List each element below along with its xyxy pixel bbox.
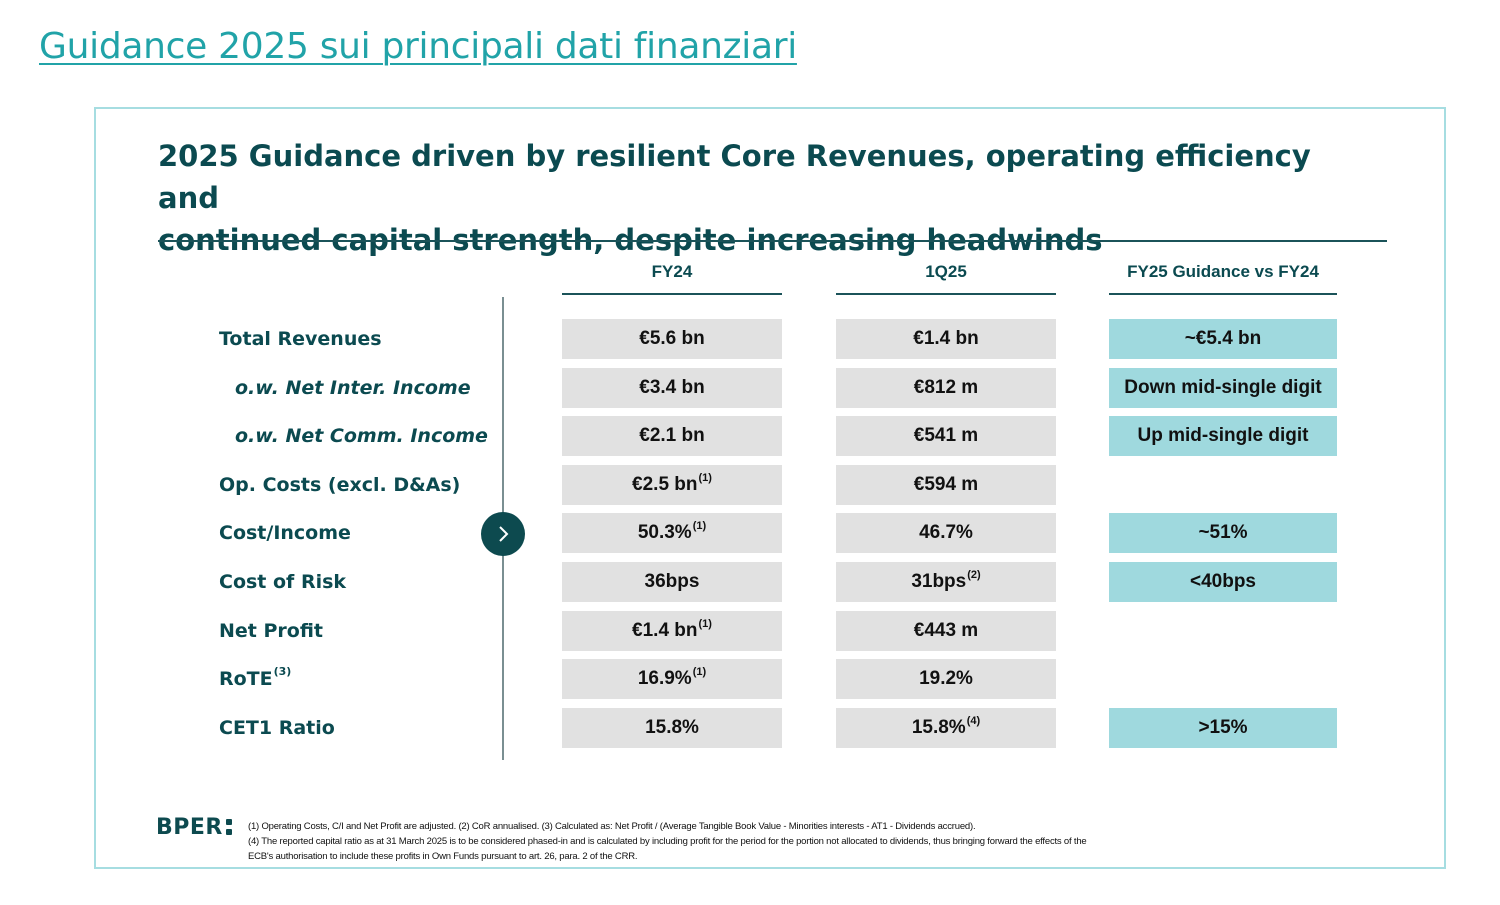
cell-fy24: 16.9%(1) [562, 659, 782, 699]
cell-1q25: 31bps(2) [836, 562, 1056, 602]
cell-value: Cost of Risk [219, 571, 347, 593]
cell-fy24: 36bps [562, 562, 782, 602]
slide-heading: 2025 Guidance driven by resilient Core R… [158, 135, 1318, 261]
cell-1q25: 19.2% [836, 659, 1056, 699]
logo-dots [225, 816, 232, 836]
cell-value: Total Revenues [219, 328, 382, 350]
cell-value: 31bps [911, 571, 967, 592]
cell-value: 46.7% [919, 522, 973, 543]
row-label: Cost/Income [219, 513, 351, 553]
footnote-ref: (1) [692, 520, 707, 532]
cell-value: €594 m [913, 474, 979, 495]
cell-value: ~51% [1198, 522, 1248, 543]
cell-value: Cost/Income [219, 522, 351, 544]
row-label: o.w. Net Inter. Income [235, 368, 471, 408]
footnote-ref: (2) [967, 569, 981, 581]
cell-value: Down mid-single digit [1124, 377, 1322, 398]
cell-value: 50.3% [637, 522, 692, 543]
cell-value: €3.4 bn [639, 377, 705, 398]
row-label: Op. Costs (excl. D&As) [219, 465, 460, 505]
cell-fy25-guidance: ~51% [1109, 513, 1337, 553]
column-header-fy25-guidance: FY25 Guidance vs FY24 [1109, 259, 1337, 295]
bper-logo: BPER [156, 815, 232, 840]
cell-fy25-guidance: >15% [1109, 708, 1337, 748]
cell-1q25: €1.4 bn [836, 319, 1056, 359]
cell-fy25-guidance: ~€5.4 bn [1109, 319, 1337, 359]
footnote-ref: (1) [692, 666, 707, 678]
footnote-ref: (1) [698, 472, 712, 484]
cell-fy24: €1.4 bn(1) [562, 611, 782, 651]
chevron-right-icon [499, 526, 509, 542]
footnote-ref: (4) [966, 715, 981, 727]
slide-panel: 2025 Guidance driven by resilient Core R… [94, 107, 1446, 869]
cell-value: €2.1 bn [639, 425, 705, 446]
cell-value: Net Profit [219, 620, 323, 642]
chevron-right-button[interactable] [481, 512, 525, 556]
row-label: Cost of Risk [219, 562, 346, 602]
cell-1q25: €812 m [836, 368, 1056, 408]
footnote-ref: (1) [698, 618, 712, 630]
footnote-line-1: (1) Operating Costs, C/I and Net Profit … [248, 821, 976, 832]
cell-1q25: €443 m [836, 611, 1056, 651]
cell-value: €1.4 bn [913, 328, 979, 349]
cell-1q25: 46.7% [836, 513, 1056, 553]
logo-text: BPER [156, 815, 223, 840]
cell-value: €1.4 bn [632, 620, 698, 641]
cell-1q25: €594 m [836, 465, 1056, 505]
footnotes: (1) Operating Costs, C/I and Net Profit … [248, 819, 1358, 864]
cell-value: 15.8% [645, 717, 699, 738]
cell-fy24: €3.4 bn [562, 368, 782, 408]
cell-fy25-guidance: Up mid-single digit [1109, 416, 1337, 456]
cell-value: o.w. Net Comm. Income [235, 425, 488, 447]
cell-value: €5.6 bn [639, 328, 705, 349]
cell-value: ~€5.4 bn [1184, 328, 1262, 349]
cell-1q25: 15.8%(4) [836, 708, 1056, 748]
page-title[interactable]: Guidance 2025 sui principali dati finanz… [39, 26, 797, 67]
cell-value: 19.2% [919, 668, 973, 689]
cell-fy24: €2.1 bn [562, 416, 782, 456]
row-label: CET1 Ratio [219, 708, 335, 748]
cell-value: Op. Costs (excl. D&As) [219, 474, 461, 496]
footnote-ref: (3) [273, 665, 292, 678]
row-label: Total Revenues [219, 319, 382, 359]
cell-value: <40bps [1189, 571, 1256, 592]
cell-fy25-guidance: <40bps [1109, 562, 1337, 602]
cell-value: €812 m [913, 377, 979, 398]
cell-1q25: €541 m [836, 416, 1056, 456]
cell-value: Up mid-single digit [1137, 425, 1309, 446]
cell-value: >15% [1198, 717, 1248, 738]
column-header-1q25: 1Q25 [836, 259, 1056, 295]
cell-value: o.w. Net Inter. Income [235, 377, 471, 399]
cell-fy24: €2.5 bn(1) [562, 465, 782, 505]
cell-value: RoTE [219, 668, 273, 690]
cell-value: €541 m [913, 425, 979, 446]
cell-value: 16.9% [637, 668, 692, 689]
row-label: Net Profit [219, 611, 323, 651]
cell-fy24: 50.3%(1) [562, 513, 782, 553]
footnote-line-2: (4) The reported capital ratio as at 31 … [248, 836, 1087, 847]
cell-fy25-guidance: Down mid-single digit [1109, 368, 1337, 408]
slide-heading-line-1: 2025 Guidance driven by resilient Core R… [158, 139, 1311, 215]
cell-value: 15.8% [911, 717, 966, 738]
cell-fy24: 15.8% [562, 708, 782, 748]
heading-divider [158, 240, 1387, 242]
cell-value: CET1 Ratio [219, 717, 335, 739]
cell-value: 36bps [644, 571, 700, 592]
cell-fy24: €5.6 bn [562, 319, 782, 359]
row-label: o.w. Net Comm. Income [235, 416, 488, 456]
cell-value: €443 m [913, 620, 979, 641]
column-header-fy24: FY24 [562, 259, 782, 295]
row-label: RoTE(3) [219, 659, 291, 699]
footnote-line-3: ECB's authorisation to include these pro… [248, 851, 638, 862]
cell-value: €2.5 bn [632, 474, 698, 495]
